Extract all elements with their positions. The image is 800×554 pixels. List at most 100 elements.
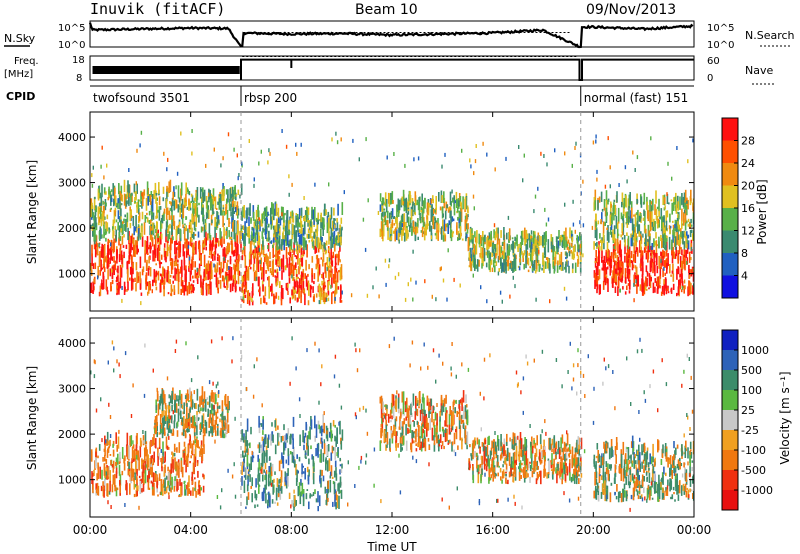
data-cell <box>190 455 192 459</box>
data-cell <box>572 222 575 227</box>
data-cell <box>636 155 639 160</box>
data-cell <box>254 245 257 259</box>
data-cell <box>426 417 428 425</box>
data-cell <box>208 418 210 428</box>
data-cell <box>199 423 201 430</box>
data-cell <box>182 411 185 415</box>
data-cell <box>328 261 331 269</box>
data-cell <box>331 277 333 288</box>
data-cell <box>160 458 163 463</box>
data-cell <box>231 186 234 197</box>
data-cell <box>449 406 451 415</box>
data-cell <box>151 237 154 247</box>
data-cell <box>469 228 472 240</box>
data-cell <box>193 415 196 426</box>
data-cell <box>678 279 681 285</box>
data-cell <box>200 226 203 233</box>
data-cell <box>293 446 295 456</box>
data-cell <box>576 235 579 244</box>
y-tick-label: 4000 <box>58 131 86 144</box>
data-cell <box>633 274 635 286</box>
data-cell <box>256 230 259 235</box>
data-cell <box>295 215 297 228</box>
data-cell <box>193 221 196 231</box>
data-cell <box>340 284 342 298</box>
data-cell <box>434 233 437 236</box>
data-cell <box>426 215 428 220</box>
data-cell <box>336 494 339 509</box>
data-cell <box>256 233 259 241</box>
data-cell <box>662 229 664 241</box>
data-cell <box>268 230 270 242</box>
data-cell <box>167 433 169 437</box>
data-cell <box>258 217 260 222</box>
data-cell <box>126 432 129 446</box>
data-cell <box>272 486 274 495</box>
data-cell <box>258 161 260 166</box>
data-cell <box>197 440 199 449</box>
data-cell <box>102 211 104 217</box>
data-cell <box>176 395 178 402</box>
data-cell <box>534 234 536 238</box>
data-cell <box>224 394 227 407</box>
data-cell <box>466 205 469 213</box>
noise-panel: 10^5 10^0 10^5 10^0 <box>58 20 734 51</box>
data-cell <box>300 233 303 245</box>
data-cell <box>127 200 129 205</box>
data-cell <box>454 407 456 414</box>
data-cell <box>672 263 674 274</box>
data-cell <box>519 252 522 264</box>
data-cell <box>487 238 490 241</box>
data-cell <box>403 203 406 212</box>
data-cell <box>340 489 343 499</box>
data-cell <box>656 276 659 287</box>
data-cell <box>112 449 115 457</box>
data-cell <box>150 464 152 468</box>
data-cell <box>129 209 132 222</box>
data-cell <box>330 265 332 271</box>
data-cell <box>666 288 669 292</box>
data-cell <box>296 218 298 223</box>
data-cell <box>303 444 305 451</box>
data-cell <box>340 469 343 473</box>
nsearch-label: N.Search <box>745 29 795 42</box>
data-cell <box>338 254 340 261</box>
data-cell <box>507 215 510 220</box>
data-cell <box>642 284 644 289</box>
data-cell <box>330 207 333 220</box>
data-cell <box>190 398 193 408</box>
data-cell <box>626 267 629 279</box>
data-cell <box>161 466 163 472</box>
data-cell <box>176 171 179 176</box>
data-cell <box>382 224 385 237</box>
data-cell <box>333 481 336 495</box>
data-cell <box>335 227 337 232</box>
data-cell <box>428 445 431 450</box>
data-cell <box>416 397 418 404</box>
data-cell <box>652 224 655 231</box>
data-cell <box>233 263 235 270</box>
data-cell <box>114 195 117 206</box>
data-cell <box>268 286 270 299</box>
data-cell <box>688 251 691 263</box>
data-cell <box>149 242 152 254</box>
data-cell <box>329 218 332 229</box>
data-cell <box>572 246 575 257</box>
data-cell <box>449 431 452 435</box>
data-cell <box>185 429 188 432</box>
data-cell <box>341 226 343 231</box>
data-cell <box>118 231 120 239</box>
data-cell <box>490 259 493 265</box>
data-cell <box>292 452 295 463</box>
data-cell <box>138 207 140 215</box>
data-cell <box>647 238 649 244</box>
data-cell <box>522 230 524 241</box>
data-cell <box>165 256 167 263</box>
data-cell <box>529 245 532 253</box>
data-cell <box>448 220 450 226</box>
data-cell <box>157 403 160 416</box>
data-cell <box>158 252 161 262</box>
data-cell <box>252 205 255 218</box>
data-cell <box>193 231 195 240</box>
data-cell <box>276 239 278 251</box>
